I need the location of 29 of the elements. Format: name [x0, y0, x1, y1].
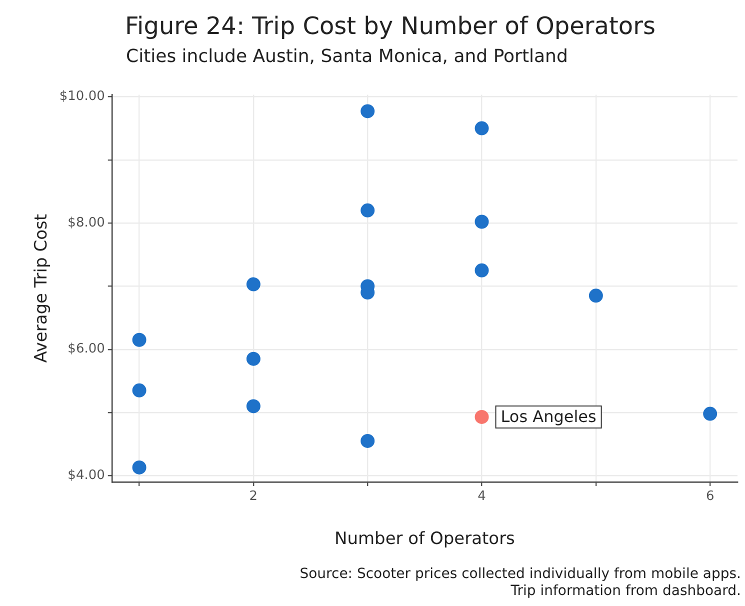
point: [360, 203, 375, 218]
y-tick-label: $8.00: [68, 215, 105, 230]
text: Trip information from dashboard.: [510, 583, 741, 600]
x-tick-label: 4: [478, 489, 486, 504]
point: [474, 121, 489, 136]
y-tick-label: $4.00: [68, 468, 105, 484]
point: [474, 214, 489, 229]
point: [474, 410, 489, 424]
x-tick-label: 2: [249, 489, 258, 504]
point: [246, 277, 260, 292]
point: [703, 406, 718, 421]
point: [246, 399, 260, 414]
y-tick-label: $6.00: [68, 342, 105, 357]
chart-subtitle: Cities include Austin, Santa Monica, and Portland: [126, 46, 568, 67]
point: [474, 263, 489, 278]
point: [132, 332, 146, 347]
point: [132, 460, 146, 474]
point: [360, 434, 375, 448]
point: [246, 352, 260, 366]
point: [588, 288, 603, 303]
source-note: Source: Scooter prices collected individually from mobile apps.: [300, 566, 741, 583]
y-tick-label: $10.00: [59, 89, 105, 104]
x-axis-title: Number of Operators: [334, 529, 516, 550]
point: [360, 104, 375, 118]
y-axis-title: Average Trip Cost: [32, 214, 52, 363]
point: [132, 383, 146, 398]
chart-title: Figure 24: Trip Cost by Number of Operators: [125, 12, 656, 40]
annotation: Los Angeles: [500, 407, 596, 426]
x-tick-label: 6: [706, 489, 714, 504]
